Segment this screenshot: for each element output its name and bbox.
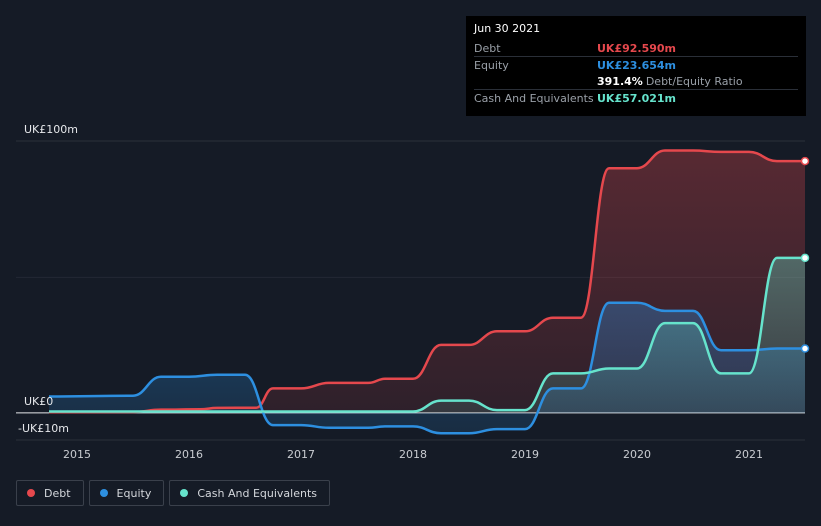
- tooltip-row-ratio: 391.4% Debt/Equity Ratio: [474, 73, 798, 89]
- tooltip-equity-label: Equity: [474, 58, 509, 72]
- x-tick-label: 2016: [175, 448, 203, 461]
- tooltip-ratio-value: 391.4%: [597, 74, 643, 88]
- end-marker-equity: [800, 344, 810, 353]
- x-tick-label: 2018: [399, 448, 427, 461]
- data-tooltip: Jun 30 2021 Debt UK£92.590m Equity UK£23…: [466, 16, 806, 116]
- tooltip-debt-value: UK£92.590m: [597, 41, 677, 55]
- legend-item-cash[interactable]: Cash And Equivalents: [169, 480, 330, 506]
- x-tick-label: 2019: [511, 448, 539, 461]
- tooltip-cash-value: UK£57.021m: [597, 91, 677, 105]
- series-areas: [49, 150, 805, 434]
- line-equity: [48, 301, 805, 435]
- area-cash: [49, 257, 805, 413]
- end-marker-cash: [800, 253, 810, 263]
- legend-dot-equity: [99, 489, 108, 497]
- chart-legend: Debt Equity Cash And Equivalents: [16, 480, 335, 508]
- tooltip-date: Jun 30 2021: [474, 22, 541, 35]
- y-tick-label: UK£0: [24, 395, 53, 408]
- legend-item-equity[interactable]: Equity: [88, 480, 165, 506]
- x-tick-label: 2021: [735, 448, 763, 461]
- legend-label-debt: Debt: [44, 486, 71, 500]
- legend-dot-cash: [180, 489, 189, 497]
- tooltip-ratio-label: Debt/Equity Ratio: [645, 74, 743, 88]
- tooltip-cash-label: Cash And Equivalents: [474, 91, 594, 105]
- x-axis-labels: 2015 2016 2017 2018 2019 2020 2021: [63, 448, 763, 461]
- legend-item-debt[interactable]: Debt: [16, 480, 84, 506]
- end-marker-debt: [800, 156, 810, 166]
- tooltip-row-debt: Debt UK£92.590m: [474, 40, 798, 56]
- x-tick-label: 2020: [623, 448, 651, 461]
- x-tick-label: 2017: [287, 448, 315, 461]
- legend-label-equity: Equity: [116, 486, 152, 500]
- line-debt: [48, 149, 805, 414]
- y-tick-label: -UK£10m: [18, 422, 69, 435]
- tooltip-debt-label: Debt: [474, 41, 501, 55]
- series-lines: [48, 149, 805, 435]
- tooltip-row-equity: Equity UK£23.654m: [474, 56, 798, 73]
- y-tick-label: UK£100m: [24, 123, 78, 136]
- legend-label-cash: Cash And Equivalents: [197, 486, 317, 500]
- y-axis-labels: UK£100m UK£0 -UK£10m: [18, 123, 78, 435]
- legend-dot-debt: [27, 489, 35, 497]
- series-end-markers: [800, 156, 810, 353]
- tooltip-equity-value: UK£23.654m: [597, 58, 677, 72]
- x-tick-label: 2015: [63, 448, 91, 461]
- tooltip-row-cash: Cash And Equivalents UK£57.021m: [474, 89, 798, 106]
- line-cash: [48, 256, 805, 413]
